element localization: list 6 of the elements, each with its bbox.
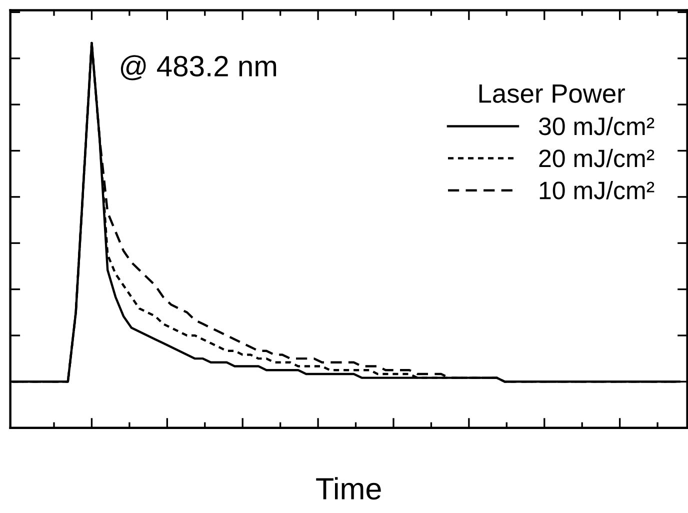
legend-label: 20 mJ/cm² bbox=[539, 148, 654, 168]
annotation: @ 483.2 nm bbox=[120, 55, 276, 80]
legend-title: Laser Power bbox=[479, 84, 625, 103]
legend-label: 10 mJ/cm² bbox=[540, 180, 654, 200]
x-axis-title: Time bbox=[316, 477, 381, 500]
legend-label: 30 mJ/cm² bbox=[538, 116, 654, 136]
